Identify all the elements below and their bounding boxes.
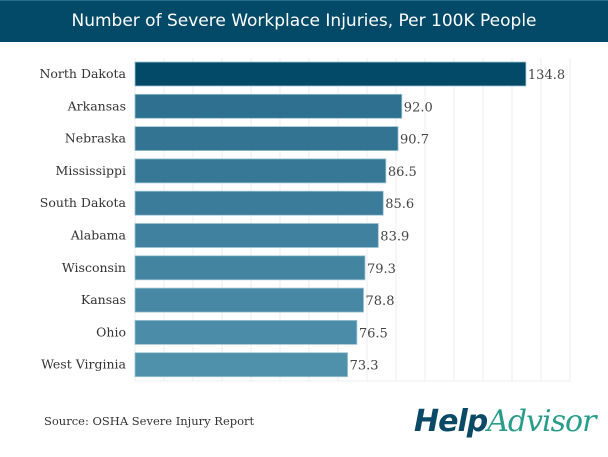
source-note: Source: OSHA Severe Injury Report bbox=[44, 414, 255, 428]
category-label: North Dakota bbox=[39, 66, 126, 81]
category-label: Nebraska bbox=[65, 131, 127, 146]
helpadvisor-logo: HelpAdvisor bbox=[414, 404, 596, 439]
category-label: Wisconsin bbox=[62, 260, 126, 275]
data-label: 92.0 bbox=[404, 100, 433, 115]
bar bbox=[134, 126, 399, 151]
category-label: West Virginia bbox=[41, 357, 126, 372]
bar bbox=[134, 287, 364, 313]
data-label: 134.8 bbox=[528, 68, 565, 83]
bar bbox=[134, 223, 379, 248]
bar bbox=[134, 93, 403, 119]
category-label: Ohio bbox=[96, 324, 126, 339]
data-label: 90.7 bbox=[400, 133, 429, 148]
chart-title: Number of Severe Workplace Injuries, Per… bbox=[0, 0, 608, 42]
data-label: 86.5 bbox=[388, 165, 417, 180]
bar bbox=[134, 158, 387, 184]
data-label: 76.5 bbox=[359, 326, 388, 341]
category-label: Kansas bbox=[81, 292, 126, 307]
data-label: 85.6 bbox=[385, 197, 414, 212]
data-label: 73.3 bbox=[350, 359, 379, 374]
data-label: 78.8 bbox=[366, 294, 395, 309]
bar bbox=[134, 255, 366, 281]
bar bbox=[134, 319, 358, 345]
data-label: 79.3 bbox=[367, 262, 396, 277]
data-label: 83.9 bbox=[380, 230, 409, 245]
bar bbox=[134, 61, 527, 87]
category-label: South Dakota bbox=[40, 195, 127, 210]
bar bbox=[134, 352, 348, 378]
category-label: Arkansas bbox=[67, 98, 126, 113]
category-label: Alabama bbox=[70, 228, 127, 243]
category-label: Mississippi bbox=[56, 163, 126, 178]
bar bbox=[134, 190, 384, 216]
